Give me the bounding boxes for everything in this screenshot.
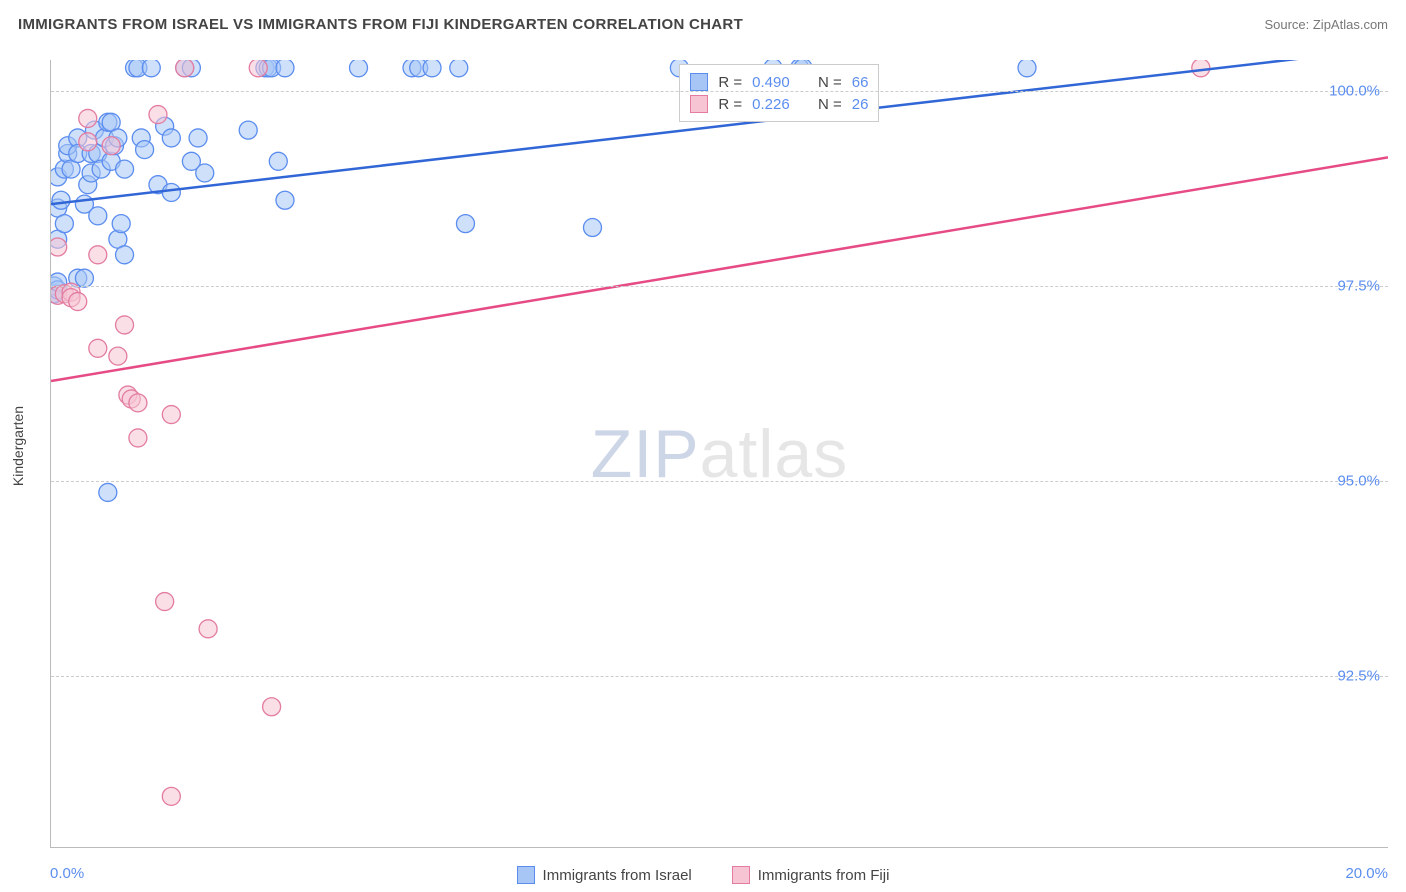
- gridline: [51, 481, 1388, 482]
- legend-series-label: Immigrants from Israel: [543, 867, 692, 884]
- legend-n-value: 66: [852, 74, 869, 91]
- legend-n-label: N =: [818, 74, 842, 91]
- data-point: [89, 246, 107, 264]
- legend-swatch: [690, 73, 708, 91]
- y-tick-label: 95.0%: [1337, 472, 1380, 489]
- data-point: [52, 191, 70, 209]
- legend-swatch: [732, 866, 750, 884]
- y-tick-label: 97.5%: [1337, 277, 1380, 294]
- data-point: [583, 219, 601, 237]
- data-point: [239, 121, 257, 139]
- data-point: [79, 109, 97, 127]
- data-point: [189, 129, 207, 147]
- header: IMMIGRANTS FROM ISRAEL VS IMMIGRANTS FRO…: [0, 0, 1406, 48]
- data-point: [196, 164, 214, 182]
- data-point: [269, 152, 287, 170]
- data-point: [276, 191, 294, 209]
- data-point: [142, 60, 160, 77]
- data-point: [116, 246, 134, 264]
- data-point: [162, 787, 180, 805]
- gridline: [51, 91, 1388, 92]
- gridline: [51, 286, 1388, 287]
- y-tick-label: 92.5%: [1337, 667, 1380, 684]
- data-point: [129, 394, 147, 412]
- chart-title: IMMIGRANTS FROM ISRAEL VS IMMIGRANTS FRO…: [18, 16, 743, 33]
- data-point: [79, 133, 97, 151]
- data-point: [69, 293, 87, 311]
- legend-series-label: Immigrants from Fiji: [758, 867, 890, 884]
- data-point: [456, 215, 474, 233]
- data-point: [176, 60, 194, 77]
- legend-r-value: 0.490: [752, 74, 790, 91]
- data-point: [423, 60, 441, 77]
- legend-r-label: R =: [718, 74, 742, 91]
- legend-r-value: 0.226: [752, 96, 790, 113]
- data-point: [162, 183, 180, 201]
- data-point: [199, 620, 217, 638]
- data-point: [116, 160, 134, 178]
- legend-r-label: R =: [718, 96, 742, 113]
- legend-top-row: R = 0.490 N = 66: [690, 71, 868, 93]
- legend-n-label: N =: [818, 96, 842, 113]
- legend-bottom-item: Immigrants from Fiji: [732, 866, 890, 884]
- legend-bottom: Immigrants from Israel Immigrants from Fi…: [0, 866, 1406, 884]
- legend-bottom-item: Immigrants from Israel: [517, 866, 692, 884]
- data-point: [75, 269, 93, 287]
- data-point: [276, 60, 294, 77]
- data-point: [263, 698, 281, 716]
- data-point: [149, 106, 167, 124]
- data-point: [99, 483, 117, 501]
- data-point: [129, 429, 147, 447]
- data-point: [116, 316, 134, 334]
- y-axis-label: Kindergarten: [10, 406, 26, 486]
- data-point: [109, 347, 127, 365]
- data-point: [136, 141, 154, 159]
- plot-area: ZIPatlas R =0.490 N =66R =0.226 N =26 92…: [50, 60, 1388, 848]
- data-point: [89, 207, 107, 225]
- data-point: [350, 60, 368, 77]
- legend-swatch: [517, 866, 535, 884]
- legend-top-row: R = 0.226 N = 26: [690, 93, 868, 115]
- data-point: [1018, 60, 1036, 77]
- data-point: [450, 60, 468, 77]
- data-point: [102, 137, 120, 155]
- data-point: [55, 215, 73, 233]
- y-tick-label: 100.0%: [1329, 83, 1380, 100]
- data-point: [162, 129, 180, 147]
- data-point: [249, 60, 267, 77]
- legend-swatch: [690, 95, 708, 113]
- trend-line: [51, 157, 1388, 381]
- data-point: [89, 339, 107, 357]
- data-point: [156, 593, 174, 611]
- source-label: Source: ZipAtlas.com: [1264, 17, 1388, 32]
- data-point: [51, 238, 67, 256]
- data-point: [162, 406, 180, 424]
- legend-top: R = 0.490 N = 66 R = 0.226 N = 26: [679, 64, 879, 122]
- chart-svg: [51, 60, 1388, 847]
- gridline: [51, 676, 1388, 677]
- legend-n-value: 26: [852, 96, 869, 113]
- data-point: [112, 215, 130, 233]
